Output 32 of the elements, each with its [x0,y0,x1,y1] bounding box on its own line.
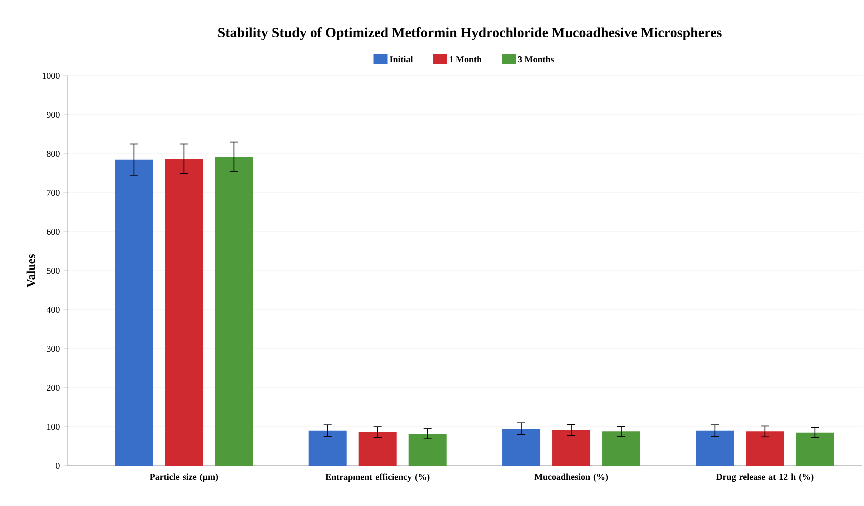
y-axis-title: Values [26,254,36,288]
legend-label: 1 Month [450,56,482,63]
x-tick-label: Particle size (µm) [150,474,218,482]
bar [552,430,591,466]
x-tick-label: Drug release at 12 h (%) [716,474,814,482]
bar [115,160,154,466]
bar [696,430,734,466]
y-tick-label: 600 [47,228,60,236]
y-tick-label: 300 [47,346,60,352]
bar [358,432,397,466]
y-tick-label: 400 [46,306,60,314]
y-tick-label: 0 [56,462,60,470]
y-tick-label: 100 [47,424,60,430]
y-tick-label: 900 [46,112,60,118]
x-tick-label: Entrapment efficiency (%) [326,474,430,482]
bar [502,428,541,466]
bar [796,432,834,466]
bar [746,432,784,466]
bar [215,157,254,466]
y-tick-label: 800 [47,150,60,158]
y-tick-label: 200 [47,384,60,392]
bar [408,434,447,466]
y-tick-label: 700 [47,190,60,196]
legend-label: 3 Months [518,56,554,63]
y-tick-label: 1000 [42,72,60,80]
x-tick-label: Mucoadhesion (%) [534,474,608,482]
legend-label: Initial [390,56,414,63]
bar [165,159,204,466]
bar [308,430,347,466]
y-tick-label: 500 [47,268,60,274]
bar [602,432,641,466]
chart-title: Stability Study of Optimized Metformin Hydrochloride Mucoadhesive Microspheres [218,28,722,40]
